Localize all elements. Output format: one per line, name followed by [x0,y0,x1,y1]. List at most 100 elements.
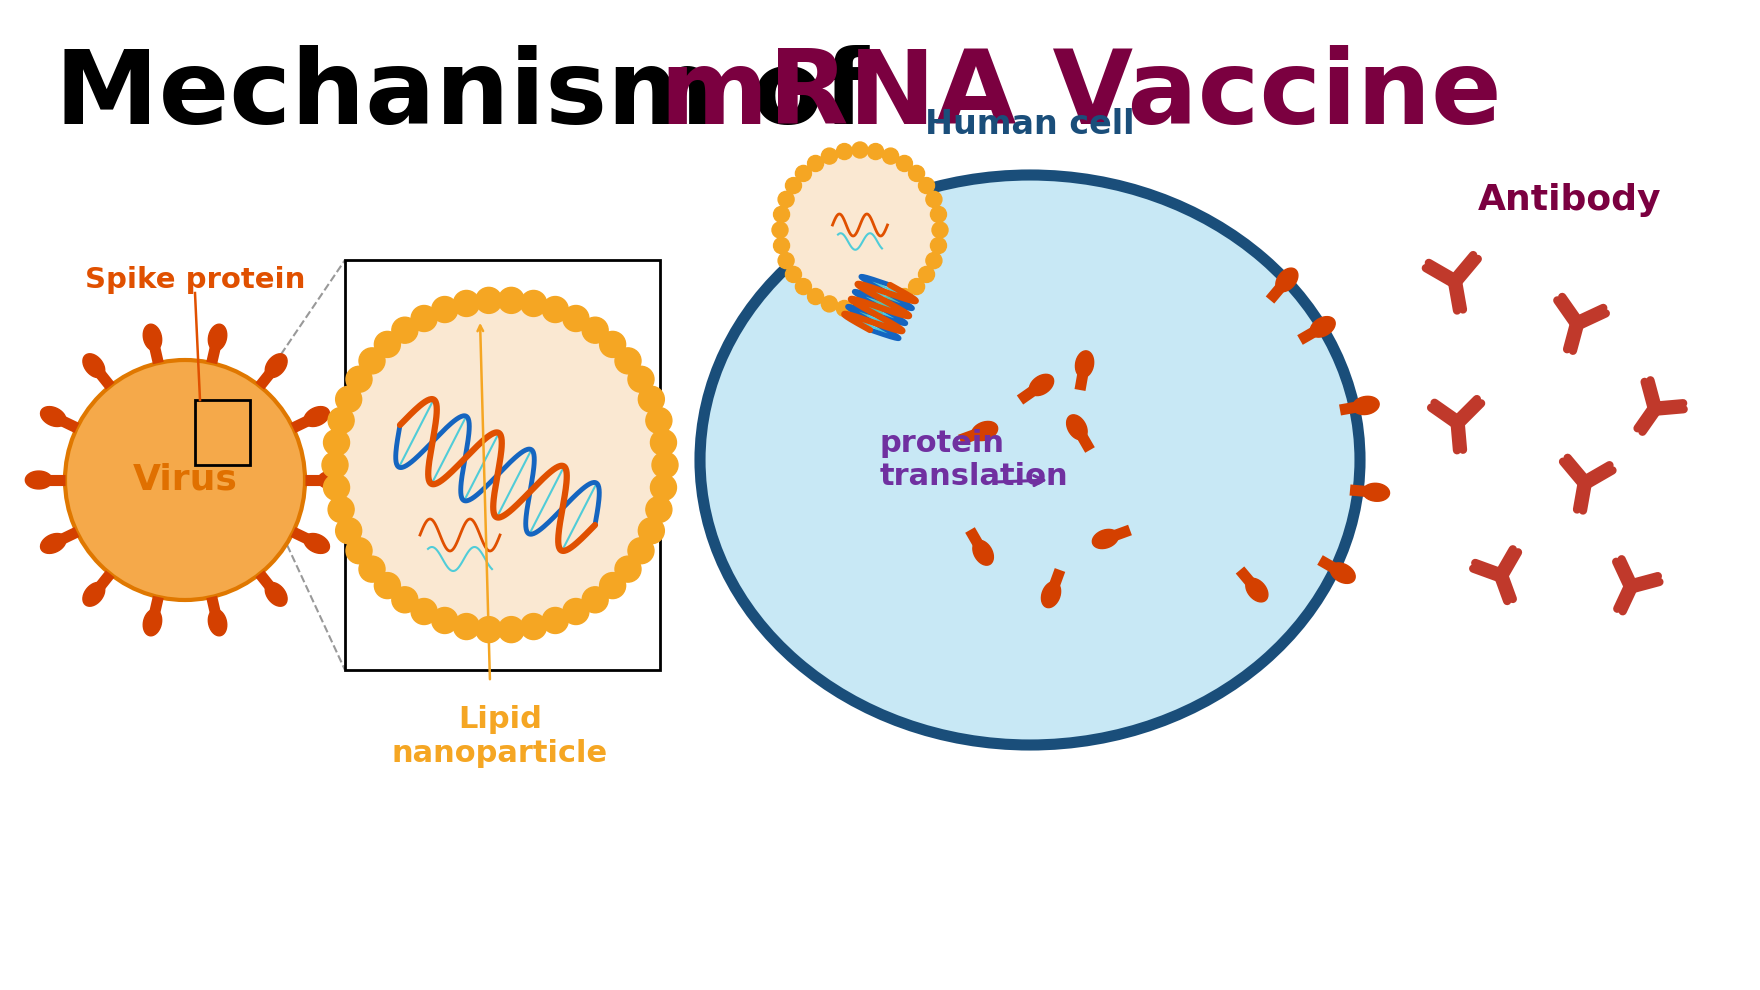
Circle shape [628,366,655,392]
Polygon shape [304,407,329,427]
Circle shape [773,222,788,238]
Circle shape [785,177,801,194]
Circle shape [322,452,348,478]
Circle shape [475,617,502,643]
Circle shape [454,614,479,640]
Circle shape [327,497,354,523]
Polygon shape [304,534,329,553]
Polygon shape [40,534,65,553]
Circle shape [614,347,641,374]
Circle shape [868,300,884,317]
Circle shape [774,238,790,253]
Circle shape [431,297,458,323]
Circle shape [822,148,838,164]
Circle shape [521,290,547,317]
Circle shape [796,165,811,181]
Circle shape [324,430,350,455]
Circle shape [868,144,884,159]
Circle shape [931,238,947,253]
Circle shape [933,222,949,238]
Circle shape [327,408,354,434]
Circle shape [926,252,942,268]
Circle shape [336,518,361,544]
Text: protein
translation: protein translation [880,429,1068,491]
Circle shape [498,617,524,643]
Polygon shape [972,422,998,441]
Circle shape [542,297,568,323]
Circle shape [583,317,609,344]
Polygon shape [143,610,162,636]
Circle shape [919,266,935,282]
Polygon shape [973,541,993,565]
Circle shape [908,278,924,295]
Text: Mechanism of: Mechanism of [55,45,905,146]
Circle shape [778,252,794,268]
Circle shape [908,165,924,181]
Circle shape [919,177,935,194]
Circle shape [836,144,852,159]
Circle shape [796,278,811,295]
Circle shape [412,599,436,625]
Circle shape [347,366,371,392]
Circle shape [600,572,625,599]
Text: Spike protein: Spike protein [84,266,304,294]
Circle shape [780,150,940,310]
Circle shape [614,556,641,582]
Circle shape [359,347,385,374]
Polygon shape [25,471,53,489]
Polygon shape [143,324,162,350]
Circle shape [336,386,361,412]
Polygon shape [83,353,106,377]
Circle shape [324,474,350,501]
Ellipse shape [700,175,1360,745]
Circle shape [375,332,400,357]
Circle shape [521,614,547,640]
Circle shape [646,408,672,434]
Circle shape [778,191,794,207]
Circle shape [808,155,824,171]
Circle shape [639,518,664,544]
Circle shape [65,360,304,600]
Circle shape [375,572,400,599]
Circle shape [808,288,824,305]
Circle shape [639,386,664,412]
Circle shape [583,587,609,613]
Circle shape [882,148,899,164]
Circle shape [785,266,801,282]
Polygon shape [266,353,287,377]
Circle shape [431,608,458,634]
Polygon shape [83,582,106,606]
Circle shape [774,206,790,223]
Polygon shape [208,324,227,350]
Circle shape [896,288,912,305]
Polygon shape [1030,374,1054,396]
Circle shape [563,306,590,332]
Polygon shape [1067,415,1088,440]
Text: Virus: Virus [132,463,238,497]
Circle shape [646,497,672,523]
Circle shape [852,302,868,318]
Polygon shape [1075,350,1093,377]
Text: Human cell: Human cell [926,109,1135,142]
Polygon shape [1309,317,1336,338]
Polygon shape [1093,530,1118,548]
Polygon shape [1352,396,1380,415]
Circle shape [896,155,912,171]
Bar [195,400,250,465]
Polygon shape [1276,268,1297,292]
Polygon shape [266,582,287,606]
Polygon shape [319,471,345,489]
Polygon shape [208,610,227,636]
Bar [345,260,660,670]
Polygon shape [1362,483,1390,501]
Circle shape [836,300,852,317]
Circle shape [542,608,568,634]
Circle shape [651,452,678,478]
Circle shape [475,287,502,314]
Text: mRNA Vaccine: mRNA Vaccine [660,45,1501,146]
Circle shape [931,206,947,223]
Circle shape [498,287,524,314]
Polygon shape [1246,578,1267,602]
Circle shape [600,332,625,357]
Circle shape [359,556,385,582]
